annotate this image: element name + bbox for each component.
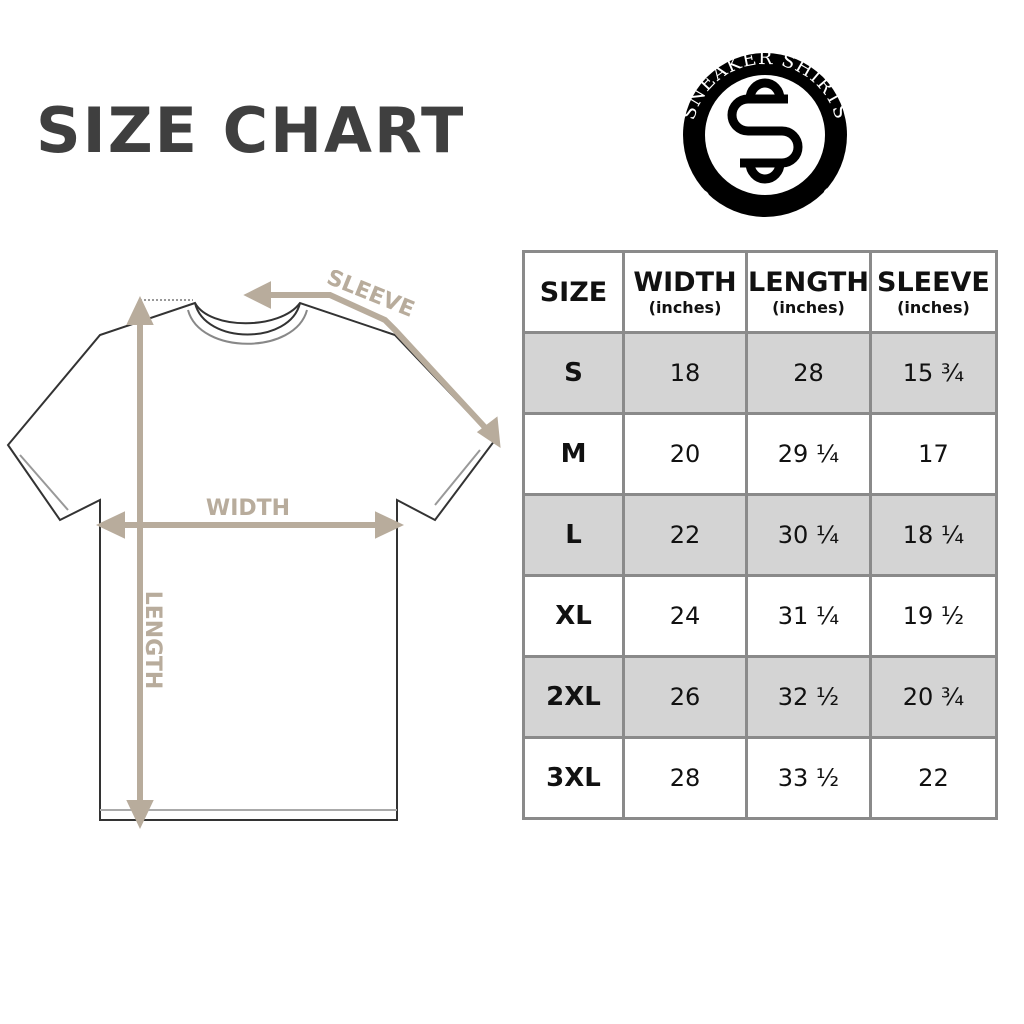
cell-length: 33 ½ (745, 736, 872, 820)
page-title: SIZE CHART (36, 94, 466, 167)
cell-sleeve: 19 ½ (868, 574, 998, 658)
cell-length: 30 ¼ (745, 493, 872, 577)
size-table: SIZE WIDTH (inches) LENGTH (inches) SLEEVE… (522, 250, 998, 820)
table-row: M 20 29 ¼ 17 (522, 412, 998, 496)
cell-width: 22 (622, 493, 748, 577)
tshirt-diagram: WIDTH LENGTH SLEEVE (6, 270, 501, 830)
header-size: SIZE (522, 250, 625, 334)
cell-width: 24 (622, 574, 748, 658)
cell-sleeve: 22 (868, 736, 998, 820)
cell-size: M (522, 412, 625, 496)
cell-width: 18 (622, 331, 748, 415)
cell-length: 32 ½ (745, 655, 872, 739)
cell-size: XL (522, 574, 625, 658)
length-label: LENGTH (140, 591, 165, 690)
cell-width: 20 (622, 412, 748, 496)
cell-sleeve: 18 ¼ (868, 493, 998, 577)
cell-size: S (522, 331, 625, 415)
cell-width: 26 (622, 655, 748, 739)
width-label: WIDTH (206, 496, 290, 521)
cell-length: 29 ¼ (745, 412, 872, 496)
cell-sleeve: 20 ¾ (868, 655, 998, 739)
cell-sleeve: 15 ¾ (868, 331, 998, 415)
ss-monogram-icon (727, 78, 803, 184)
cell-sleeve: 17 (868, 412, 998, 496)
length-arrow-head-top (126, 295, 154, 325)
header-length: LENGTH (inches) (745, 250, 872, 334)
table-row: XL 24 31 ¼ 19 ½ (522, 574, 998, 658)
tshirt-outline (6, 301, 497, 821)
length-arrow-head-bottom (126, 800, 154, 830)
table-header-row: SIZE WIDTH (inches) LENGTH (inches) SLEEVE… (522, 250, 998, 334)
cell-size: 3XL (522, 736, 625, 820)
header-sleeve: SLEEVE (inches) (868, 250, 998, 334)
cell-length: 28 (745, 331, 872, 415)
cell-width: 28 (622, 736, 748, 820)
table-row: L 22 30 ¼ 18 ¼ (522, 493, 998, 577)
header-width: WIDTH (inches) (622, 250, 748, 334)
table-row: 3XL 28 33 ½ 22 (522, 736, 998, 820)
sleeve-arrow (258, 292, 495, 438)
cell-size: L (522, 493, 625, 577)
table-row: 2XL 26 32 ½ 20 ¾ (522, 655, 998, 739)
table-row: S 18 28 15 ¾ (522, 331, 998, 415)
cell-size: 2XL (522, 655, 625, 739)
cell-length: 31 ¼ (745, 574, 872, 658)
sneaker-shirts-outlet-logo: SNEAKER SHIRTS OUTLET.COM (677, 52, 851, 222)
